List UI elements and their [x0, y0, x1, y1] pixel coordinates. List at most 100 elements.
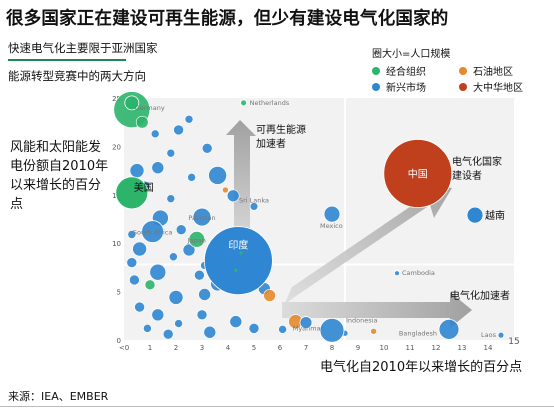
- legend-label: 石油地区: [473, 67, 513, 78]
- x-tick-label: 1: [148, 344, 152, 352]
- data-point-bangladesh: [438, 318, 460, 340]
- legend-item-greater-china: 大中华地区: [459, 79, 523, 94]
- legend-swatch: [372, 66, 380, 75]
- data-point-sri-lanka: [249, 202, 259, 211]
- data-point-laos: [497, 331, 505, 339]
- data-point: [169, 252, 178, 262]
- data-point: [229, 315, 243, 328]
- plot-background: [124, 98, 514, 340]
- legend-item-oil: 石油地区: [459, 63, 513, 78]
- inner-marker: [234, 268, 238, 272]
- quadrant-label-renewables-line: 加速者: [256, 138, 286, 150]
- point-label: Laos: [481, 331, 497, 339]
- legend-item-oecd: 经合组织: [372, 63, 426, 78]
- quadrant-label-builders-line: 建设者: [452, 169, 482, 182]
- data-point-中国: [383, 139, 453, 208]
- point-label: Mexico: [320, 222, 343, 230]
- y-tick-label: 10: [112, 240, 121, 248]
- x-tick-label: 2: [174, 344, 178, 352]
- x-tick-label: 5: [252, 344, 256, 352]
- point-label: 印度: [228, 239, 248, 252]
- legend-item-emerging: 新兴市场: [372, 79, 426, 94]
- data-point: [127, 230, 137, 239]
- data-point: [194, 269, 205, 281]
- point-label: South Africa: [133, 229, 173, 237]
- quadrant-label-builders: 电气化国家建设者: [452, 155, 502, 182]
- data-point: [135, 115, 149, 129]
- data-point: [173, 124, 184, 136]
- data-point-germany: [124, 95, 140, 111]
- point-label: Indonesia: [346, 316, 377, 324]
- legend-size-note: 圈大小=人口规模: [372, 49, 451, 60]
- data-point-美国: [115, 176, 149, 210]
- source-note: 来源：IEA、EMBER: [8, 390, 109, 403]
- y-tick-label: 20: [112, 143, 121, 151]
- chart-subtitle-2: 能源转型竞赛中的两大方向: [8, 69, 146, 83]
- data-point: [226, 189, 240, 203]
- chart-subtitle: 快速电气化主要限于亚洲国家: [8, 41, 158, 55]
- data-point-indonesia: [319, 317, 345, 343]
- data-point: [175, 224, 187, 235]
- data-point: [143, 324, 152, 333]
- point-label: Netherlands: [250, 99, 290, 107]
- quadrant-label-electrification: 电气化加速者: [450, 289, 510, 302]
- subtitle-rule: [8, 59, 126, 61]
- x-tick-label: 6: [278, 344, 283, 352]
- arrow-electrification: [282, 292, 472, 328]
- data-point-越南: [466, 206, 484, 224]
- quadrant-label-renewables: 可再生能源加速者: [256, 123, 306, 150]
- point-label: Japan: [187, 236, 206, 244]
- point-label: 中国: [408, 168, 428, 181]
- bottom-divider: [0, 406, 554, 407]
- data-point: [174, 319, 183, 328]
- data-point: [151, 161, 165, 174]
- data-point-myanmar: [299, 316, 313, 329]
- point-label: Sri Lanka: [239, 196, 269, 204]
- data-point: [126, 257, 138, 268]
- x-tick-label: 15: [508, 337, 519, 347]
- point-label: Pakistan: [188, 214, 215, 222]
- data-point: [149, 263, 167, 281]
- data-point-mexico: [323, 205, 341, 223]
- data-point: [150, 129, 160, 139]
- arrow-builders: [284, 184, 452, 305]
- data-point: [201, 143, 213, 154]
- data-point: [248, 323, 260, 334]
- data-point: [134, 301, 145, 313]
- quadrant-label-renewables-line: 可再生能源: [256, 123, 306, 136]
- point-label: Germany: [135, 104, 165, 112]
- data-point-pakistan: [192, 207, 212, 227]
- x-tick-label: 9: [356, 344, 360, 352]
- chart-title: 很多国家正在建设可再生能源，但少有建设电气化国家的: [6, 9, 449, 29]
- data-point: [198, 288, 211, 301]
- data-point: [208, 166, 227, 185]
- data-point: [184, 114, 194, 124]
- data-point: [187, 173, 196, 182]
- data-point: [370, 327, 377, 335]
- data-point-cambodia: [394, 270, 400, 277]
- data-point-japan: [188, 230, 206, 248]
- legend-swatch: [372, 82, 380, 91]
- x-tick-label: 12: [432, 344, 441, 352]
- x-tick-label: 14: [484, 344, 493, 352]
- data-point: [144, 279, 156, 291]
- data-point: [129, 274, 140, 286]
- legend-label: 大中华地区: [473, 83, 523, 94]
- x-tick-label: <0: [119, 344, 129, 352]
- data-point: [278, 325, 287, 334]
- legend-swatch: [459, 82, 467, 91]
- arrow-renewables: [226, 120, 256, 245]
- x-tick-label: 13: [458, 344, 467, 352]
- legend-label: 新兴市场: [386, 83, 426, 94]
- data-point: [182, 243, 196, 257]
- x-tick-label: 4: [226, 344, 231, 352]
- data-point: [129, 163, 145, 178]
- quadrant-label-electrification-line: 电气化加速者: [450, 289, 510, 302]
- legend-swatch: [459, 66, 467, 75]
- data-point-south-africa: [141, 220, 165, 243]
- point-label: Cambodia: [402, 269, 435, 277]
- data-point: [222, 186, 229, 194]
- data-point: [132, 241, 147, 257]
- point-label: 美国: [134, 181, 154, 194]
